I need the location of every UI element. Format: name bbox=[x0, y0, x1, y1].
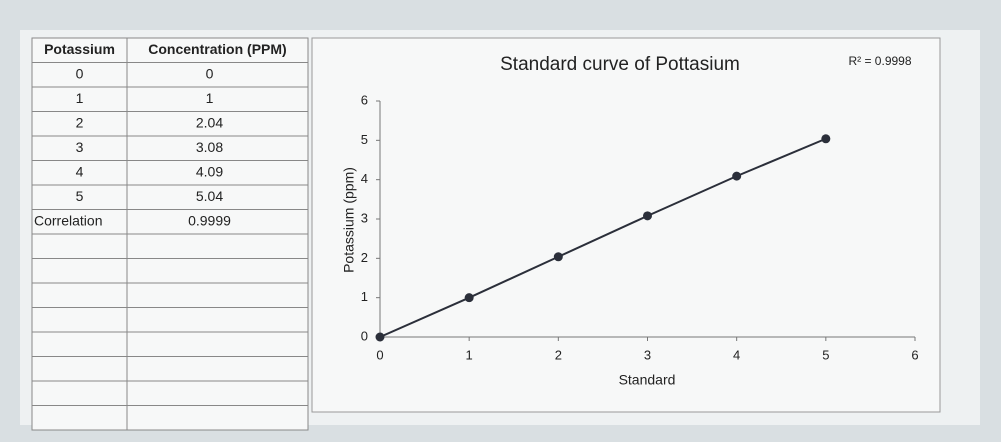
x-tick-label: 1 bbox=[466, 347, 473, 362]
table-cell bbox=[127, 381, 308, 406]
table-cell bbox=[127, 63, 308, 88]
sheet: PotassiumConcentration (PPM)001122.0433.… bbox=[0, 0, 1001, 437]
y-axis-label: Potassium (ppm) bbox=[341, 167, 357, 273]
point bbox=[821, 134, 830, 143]
table-cell bbox=[32, 332, 127, 357]
x-tick-label: 2 bbox=[555, 347, 562, 362]
table-cell-text: 2.04 bbox=[196, 114, 223, 130]
x-tick-label: 3 bbox=[644, 347, 651, 362]
table-cell bbox=[32, 308, 127, 333]
table-cell-text: 5 bbox=[76, 188, 84, 204]
y-tick-label: 4 bbox=[361, 171, 368, 186]
y-tick-label: 5 bbox=[361, 132, 368, 147]
table-cell-text: 4 bbox=[76, 163, 84, 179]
y-tick-label: 1 bbox=[361, 289, 368, 304]
table-cell-text: 0.9999 bbox=[188, 212, 231, 228]
x-tick-label: 6 bbox=[911, 347, 918, 362]
table-cell bbox=[127, 234, 308, 259]
chart-title: Standard curve of Pottasium bbox=[500, 54, 740, 75]
table-cell bbox=[32, 381, 127, 406]
point bbox=[376, 333, 385, 342]
y-tick-label: 3 bbox=[361, 210, 368, 225]
point bbox=[732, 172, 741, 181]
y-tick-label: 6 bbox=[361, 92, 368, 107]
table-cell bbox=[127, 259, 308, 284]
table-cell-text: 3.08 bbox=[196, 139, 223, 155]
x-tick-label: 0 bbox=[376, 347, 383, 362]
point bbox=[465, 293, 474, 302]
table: Potassium Concentration (PPM) 0 0 1 1 2 2.04 3 3.… bbox=[32, 38, 308, 430]
table-cell-text: 2 bbox=[76, 114, 84, 130]
table-cell bbox=[32, 406, 127, 431]
table-cell bbox=[32, 234, 127, 259]
table-cell bbox=[32, 283, 127, 308]
table-cell bbox=[127, 406, 308, 431]
x-tick-label: 4 bbox=[733, 347, 740, 362]
table-cell-text: 0 bbox=[76, 65, 84, 81]
table-cell-text: 1 bbox=[76, 90, 84, 106]
table-cell-text: 5.04 bbox=[196, 188, 223, 204]
y-tick-label: 2 bbox=[361, 250, 368, 265]
annotation: R² = 0.9998 bbox=[848, 54, 911, 68]
table-cell-text: 0 bbox=[206, 65, 214, 81]
page: PotassiumConcentration (PPM)001122.0433.… bbox=[0, 0, 1001, 437]
table-header: Potassium bbox=[44, 41, 115, 57]
table-cell bbox=[127, 283, 308, 308]
table-header: Concentration (PPM) bbox=[148, 41, 286, 57]
y-tick-label: 0 bbox=[361, 328, 368, 343]
x-tick-label: 5 bbox=[822, 347, 829, 362]
table-cell bbox=[32, 259, 127, 284]
table-cell bbox=[127, 87, 308, 112]
table-cell bbox=[127, 332, 308, 357]
table-cell-text: 1 bbox=[206, 90, 214, 106]
point bbox=[643, 211, 652, 220]
table-cell-text: Correlation bbox=[34, 212, 102, 228]
table-cell bbox=[32, 357, 127, 382]
point bbox=[554, 252, 563, 261]
table-cell bbox=[127, 357, 308, 382]
x-axis-label: Standard bbox=[619, 372, 676, 388]
table-cell-text: 4.09 bbox=[196, 163, 223, 179]
table-cell-text: 3 bbox=[76, 139, 84, 155]
table-cell bbox=[127, 308, 308, 333]
